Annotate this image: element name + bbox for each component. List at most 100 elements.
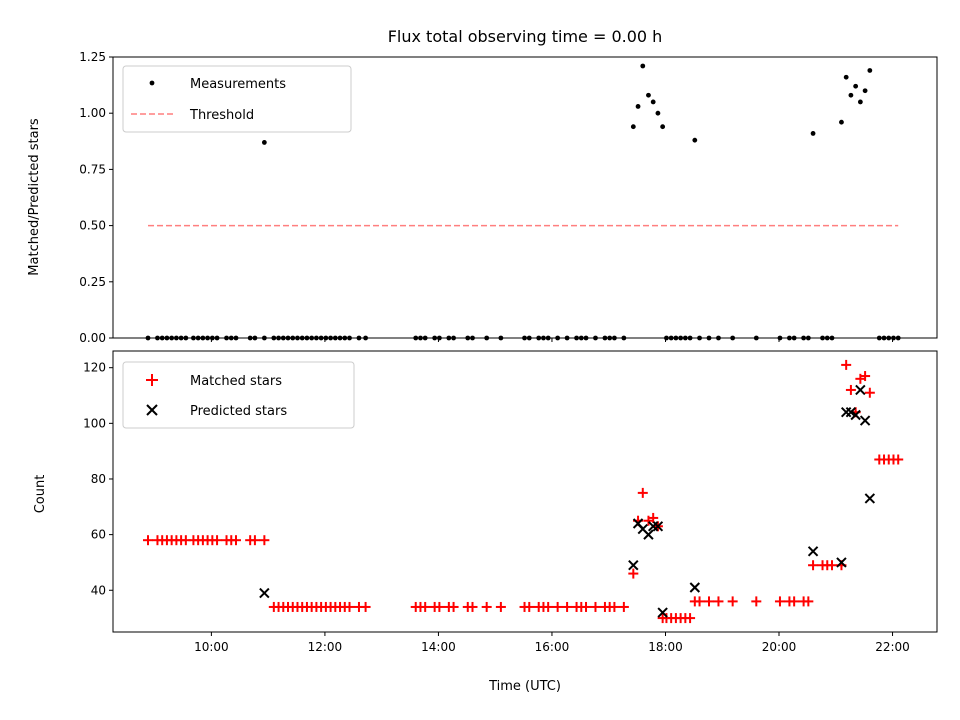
predicted-star-point: [859, 415, 871, 426]
matched-star-point: [581, 601, 592, 612]
matched-star-point: [845, 384, 856, 395]
chart-title: Flux total observing time = 0.00 h: [388, 27, 663, 46]
measurement-point: [810, 131, 816, 136]
matched-star-point: [618, 601, 629, 612]
y-tick-label-ratio: 0.25: [79, 275, 106, 289]
y-tick-label-count: 40: [91, 583, 106, 597]
measurement-point: [853, 83, 859, 89]
matched-star-point: [344, 601, 355, 612]
legend-predicted-marker: [146, 404, 158, 416]
matched-star-point: [212, 535, 223, 546]
count-marks: [143, 359, 904, 624]
measurement-point: [660, 124, 666, 130]
y-axis-label-ratio: Matched/Predicted stars: [27, 118, 42, 276]
matched-star-point: [524, 601, 535, 612]
predicted-star-point: [807, 546, 819, 557]
measurement-point: [640, 63, 646, 69]
legend-box-count: [122, 361, 355, 429]
y-tick-label-ratio: 0.00: [79, 331, 106, 345]
matched-star-point: [230, 535, 241, 546]
legend-measurement-marker: [149, 80, 155, 86]
y-tick-label-ratio: 1.00: [79, 106, 106, 120]
legend-count: Matched stars Predicted stars: [122, 361, 355, 429]
panel-ratio: 0.00 0.25 0.50 0.75 1.00 1.25 Matched/Predict…: [27, 50, 938, 345]
x-tick-label: 20:00: [762, 640, 797, 654]
plot-frame-ratio: [112, 56, 938, 339]
x-tick-label: 22:00: [875, 640, 910, 654]
matched-star-point: [774, 596, 785, 607]
matched-star-point: [751, 596, 762, 607]
x-tick-label: 12:00: [308, 640, 343, 654]
matched-star-point: [143, 535, 154, 546]
matched-star-point: [434, 601, 445, 612]
measurement-point: [839, 119, 844, 125]
x-axis-label: Time (UTC): [488, 679, 561, 694]
y-tick-label-count: 80: [91, 472, 106, 486]
measurement-point: [848, 92, 854, 98]
ratio-axis-ticks: 0.00 0.25 0.50 0.75 1.00 1.25: [79, 50, 894, 345]
measurement-point: [650, 99, 656, 105]
matched-star-point: [628, 568, 639, 579]
y-tick-label-count: 100: [83, 416, 106, 430]
matched-star-point: [590, 601, 601, 612]
predicted-star-point: [855, 384, 866, 396]
measurement-point: [843, 74, 849, 80]
legend-matched-marker: [146, 374, 158, 386]
measurement-point: [630, 124, 636, 130]
matched-star-point: [826, 560, 837, 571]
x-tick-label: 16:00: [535, 640, 570, 654]
y-tick-label-ratio: 0.50: [79, 219, 106, 233]
matched-star-point: [495, 601, 506, 612]
y-tick-label-ratio: 0.75: [79, 162, 106, 176]
predicted-star-point: [259, 587, 270, 599]
measurement-point: [261, 140, 267, 145]
measurement-point: [692, 137, 698, 143]
matched-star-point: [249, 535, 260, 546]
predicted-star-point: [850, 409, 861, 421]
measurement-point: [646, 92, 651, 98]
measurement-point: [862, 88, 868, 94]
matched-star-point: [893, 454, 904, 465]
legend-box-ratio: [122, 65, 352, 133]
matched-star-point: [864, 387, 875, 398]
matched-star-point: [448, 601, 459, 612]
predicted-star-point: [689, 582, 701, 593]
matched-star-point: [685, 613, 696, 624]
predicted-star-point: [628, 560, 639, 571]
legend-label-threshold: Threshold: [189, 108, 254, 123]
matched-star-point: [694, 596, 705, 607]
ratio-marks: [145, 63, 901, 341]
matched-star-point: [259, 535, 270, 546]
matched-star-point: [808, 560, 819, 571]
matched-star-point: [420, 601, 431, 612]
x-tick-label: 10:00: [194, 640, 229, 654]
matched-star-point: [609, 601, 620, 612]
measurement-point: [857, 99, 863, 105]
predicted-star-point: [652, 521, 664, 532]
matched-star-point: [648, 512, 659, 523]
legend-label-measurements: Measurements: [190, 77, 286, 92]
predicted-star-point: [836, 557, 847, 568]
matched-star-point: [552, 601, 563, 612]
panel-count: 40 60 80 100 120 10:00 12:00 14:00 16:00 18:00 20:…: [33, 350, 938, 694]
x-tick-label: 14:00: [421, 640, 456, 654]
legend-label-predicted: Predicted stars: [190, 404, 287, 419]
matched-star-point: [467, 601, 478, 612]
matched-star-point: [360, 601, 371, 612]
measurement-point: [867, 68, 873, 73]
count-axis-ticks: 40 60 80 100 120 10:00 12:00 14:00 16:00 18:00 20:…: [83, 361, 910, 654]
predicted-star-point: [864, 493, 876, 504]
matched-star-point: [789, 596, 800, 607]
matched-star-point: [637, 487, 648, 498]
predicted-star-point: [845, 407, 857, 418]
matched-star-point: [841, 359, 852, 370]
matched-star-point: [481, 601, 492, 612]
plot-frame-count: [112, 350, 938, 633]
legend-ratio: Measurements Threshold: [122, 65, 352, 133]
matched-star-point: [860, 371, 871, 382]
y-tick-label-ratio: 1.25: [79, 50, 106, 64]
predicted-star-point: [643, 529, 654, 540]
predicted-star-point: [657, 607, 668, 618]
y-tick-label-count: 60: [91, 528, 106, 542]
